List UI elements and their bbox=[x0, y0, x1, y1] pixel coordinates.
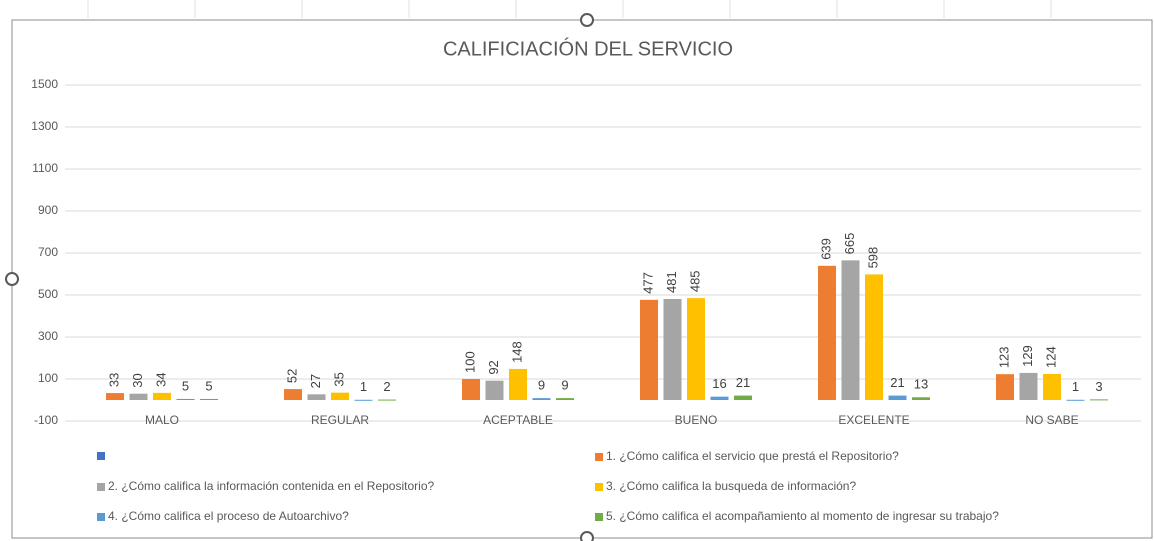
data-label: 30 bbox=[130, 373, 145, 387]
handles bbox=[5, 13, 594, 541]
bar bbox=[485, 380, 504, 400]
x-tick-label: ACEPTABLE bbox=[483, 413, 553, 427]
data-label: 1 bbox=[1072, 379, 1079, 394]
data-label: 665 bbox=[842, 233, 857, 255]
legend-label: 4. ¿Cómo califica el proceso de Autoarch… bbox=[108, 509, 349, 523]
bar bbox=[818, 265, 836, 400]
data-label: 5 bbox=[182, 378, 189, 393]
bar bbox=[331, 392, 349, 400]
bar bbox=[129, 393, 148, 400]
data-label: 34 bbox=[153, 372, 168, 386]
bar bbox=[284, 389, 302, 400]
legend-label: 1. ¿Cómo califica el servicio que prestá… bbox=[606, 449, 899, 463]
y-tick-label: 500 bbox=[38, 287, 58, 301]
data-label: 21 bbox=[736, 375, 750, 390]
bar bbox=[640, 299, 658, 400]
data-label: 123 bbox=[996, 346, 1011, 368]
data-label: 27 bbox=[308, 374, 323, 388]
data-label: 1 bbox=[360, 379, 367, 394]
x-tick-label: BUENO bbox=[675, 413, 718, 427]
bar bbox=[1066, 399, 1085, 401]
legend-swatch bbox=[97, 452, 105, 460]
bar bbox=[354, 399, 373, 401]
bar bbox=[532, 398, 551, 400]
x-tick-label: NO SABE bbox=[1025, 413, 1078, 427]
data-label: 35 bbox=[331, 372, 346, 386]
y-tick-label: 100 bbox=[38, 371, 58, 385]
data-label: 485 bbox=[687, 270, 702, 292]
bar bbox=[556, 398, 574, 400]
x-tick-label: REGULAR bbox=[311, 413, 369, 427]
data-label: 3 bbox=[1095, 379, 1102, 394]
data-label: 9 bbox=[538, 378, 545, 393]
legend-swatch bbox=[97, 483, 105, 491]
bar bbox=[865, 274, 883, 400]
data-label: 9 bbox=[561, 378, 568, 393]
data-label: 481 bbox=[664, 271, 679, 293]
bar bbox=[1090, 399, 1108, 401]
bar bbox=[200, 398, 218, 400]
legend-swatch bbox=[595, 513, 603, 521]
y-tick-label: 300 bbox=[38, 329, 58, 343]
data-label: 2 bbox=[383, 379, 390, 394]
data-label: 5 bbox=[205, 378, 212, 393]
legend-label: 2. ¿Cómo califica la información conteni… bbox=[108, 479, 434, 493]
y-tick-label: 1300 bbox=[31, 119, 58, 133]
x-tick-label: EXCELENTE bbox=[838, 413, 909, 427]
bar bbox=[996, 374, 1014, 400]
data-label: 639 bbox=[818, 238, 833, 260]
data-label: 129 bbox=[1020, 345, 1035, 367]
sheet-lines bbox=[87, 0, 1052, 18]
bar bbox=[153, 392, 171, 400]
y-tick-label: 900 bbox=[38, 203, 58, 217]
bar bbox=[176, 398, 195, 400]
data-label: 52 bbox=[284, 369, 299, 383]
legend-swatch bbox=[97, 513, 105, 521]
bar bbox=[710, 396, 729, 400]
legend-label: 3. ¿Cómo califica la busqueda de informa… bbox=[606, 479, 856, 493]
bar bbox=[1019, 372, 1038, 400]
bar bbox=[687, 298, 705, 400]
legend-swatch bbox=[595, 483, 603, 491]
data-label: 477 bbox=[640, 272, 655, 294]
data-label: 13 bbox=[914, 377, 928, 392]
bar bbox=[912, 397, 930, 400]
x-tick-label: MALO bbox=[145, 413, 179, 427]
data-label: 16 bbox=[712, 376, 726, 391]
bar bbox=[663, 298, 682, 400]
bar bbox=[734, 395, 752, 400]
data-label: 92 bbox=[486, 360, 501, 374]
y-tick-label: -100 bbox=[34, 413, 58, 427]
bar bbox=[888, 395, 907, 400]
legend-swatch bbox=[595, 453, 603, 461]
chart-title: CALIFICIACIÓN DEL SERVICIO bbox=[443, 37, 733, 60]
bar bbox=[307, 394, 326, 400]
chart-frame bbox=[11, 19, 1153, 539]
bar bbox=[378, 399, 396, 401]
bar bbox=[841, 260, 860, 400]
data-label: 21 bbox=[890, 375, 904, 390]
bar bbox=[462, 379, 480, 400]
y-tick-label: 1100 bbox=[32, 161, 58, 175]
data-label: 100 bbox=[462, 351, 477, 373]
data-label: 148 bbox=[509, 341, 524, 363]
y-tick-label: 1500 bbox=[31, 77, 58, 91]
data-label: 33 bbox=[106, 373, 121, 387]
bar bbox=[1043, 373, 1061, 400]
bar bbox=[509, 368, 527, 400]
bar bbox=[106, 393, 124, 400]
data-label: 598 bbox=[865, 247, 880, 269]
y-tick-label: 700 bbox=[38, 245, 58, 259]
legend-label: 5. ¿Cómo califica el acompañamiento al m… bbox=[606, 509, 999, 523]
data-label: 124 bbox=[1043, 346, 1058, 368]
